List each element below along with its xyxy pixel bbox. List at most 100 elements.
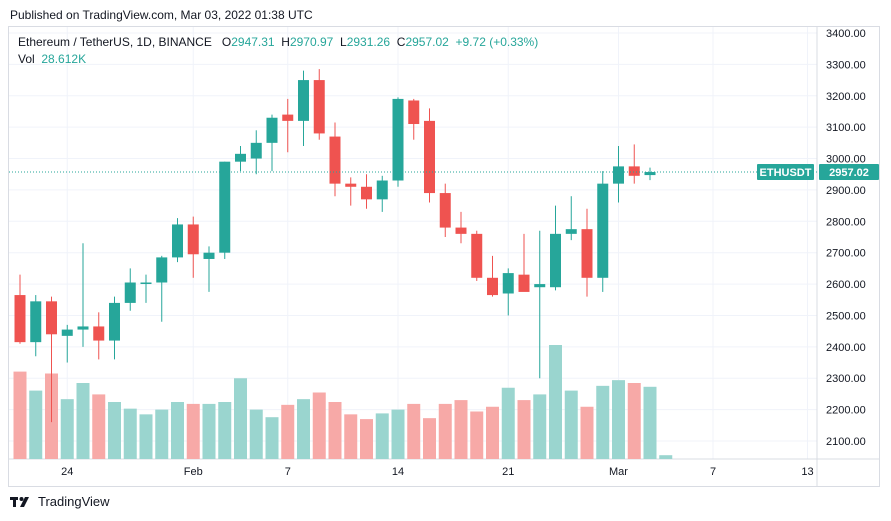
candle-body	[361, 186, 372, 200]
volume-bar	[123, 408, 137, 459]
candle-body	[124, 282, 136, 303]
tradingview-footer[interactable]: TradingView	[10, 494, 110, 509]
x-tick-label: 14	[392, 466, 404, 478]
y-tick-label: 3000.00	[826, 154, 866, 166]
candle-body	[187, 224, 199, 255]
volume-bar	[627, 383, 641, 459]
candle-body	[172, 224, 183, 258]
change-value: +9.72 (+0.33%)	[455, 35, 539, 49]
candle-body	[329, 136, 341, 184]
candle-body	[487, 277, 498, 296]
volume-bar	[454, 400, 468, 459]
candle-body	[628, 166, 640, 176]
close-label: C	[396, 35, 406, 49]
volume-bar	[328, 402, 342, 459]
symbol-tag	[757, 164, 814, 181]
high-value: 2970.97	[289, 35, 334, 49]
candle-body	[597, 183, 609, 278]
candle-body	[392, 98, 404, 181]
candle-body	[345, 183, 357, 187]
volume-bar	[265, 417, 279, 459]
ohlc-legend: Ethereum / TetherUS, 1D, BINANCE O2947.3…	[18, 35, 538, 49]
volume-bar	[564, 390, 578, 459]
x-tick-label: 7	[710, 466, 716, 478]
candle-body	[313, 80, 325, 134]
low-label: L	[340, 35, 347, 49]
candle-body	[77, 326, 89, 330]
candle-body	[109, 302, 120, 341]
volume-label: Vol	[18, 52, 35, 66]
y-tick-label: 2200.00	[826, 405, 866, 417]
volume-bar	[391, 409, 405, 459]
x-tick-label: Feb	[184, 466, 203, 478]
x-tick-label: Mar	[609, 466, 628, 478]
candle-body	[518, 274, 530, 292]
volume-bar	[108, 402, 121, 459]
x-tick-label: 24	[61, 466, 73, 478]
volume-bar	[234, 378, 247, 459]
y-tick-label: 2500.00	[826, 310, 866, 322]
volume-value: 28.612K	[41, 52, 87, 66]
volume-bar	[29, 390, 43, 459]
volume-bar	[423, 418, 436, 459]
candle-body	[376, 180, 388, 200]
low-value: 2931.26	[346, 35, 391, 49]
candle-body	[140, 282, 152, 285]
candle-body	[250, 142, 262, 159]
volume-bar	[438, 403, 452, 459]
y-tick-label: 2100.00	[826, 436, 866, 448]
chart-frame	[8, 26, 880, 487]
volume-bar	[360, 419, 373, 459]
volume-bar	[549, 345, 562, 459]
volume-bar	[643, 386, 657, 459]
volume-bar	[596, 385, 610, 459]
volume-bar	[92, 394, 106, 459]
y-tick-label: 3300.00	[826, 59, 866, 71]
volume-legend: Vol 28.612K	[18, 52, 86, 66]
candle-body	[455, 227, 467, 234]
candle-body	[46, 301, 57, 335]
candle-body	[298, 80, 309, 121]
candle-body	[502, 273, 514, 294]
volume-bar	[202, 403, 216, 459]
volume-bar	[375, 413, 389, 459]
volume-bar	[297, 399, 310, 459]
candle-body	[581, 229, 593, 278]
y-tick-label: 3100.00	[826, 122, 866, 134]
y-tick-label: 2800.00	[826, 216, 866, 228]
x-tick-label: 13	[801, 466, 813, 478]
volume-bar	[612, 380, 625, 459]
volume-bar	[407, 403, 421, 459]
volume-bar	[60, 399, 74, 459]
y-tick-label: 2700.00	[826, 248, 866, 260]
volume-bar	[659, 455, 673, 459]
published-caption: Published on TradingView.com, Mar 03, 20…	[10, 8, 313, 22]
y-tick-label: 2600.00	[826, 279, 866, 291]
candle-body	[613, 166, 624, 184]
candle-body	[565, 229, 577, 234]
tradingview-logo-icon	[10, 496, 29, 507]
candle-body	[219, 161, 231, 253]
candle-body	[471, 233, 483, 278]
candle-body	[203, 252, 215, 259]
y-tick-label: 3400.00	[826, 28, 866, 40]
close-value: 2957.02	[405, 35, 449, 49]
candle-body	[439, 193, 451, 228]
volume-bar	[517, 400, 531, 459]
price-tag	[819, 164, 879, 181]
volume-bar	[76, 383, 90, 459]
high-label: H	[281, 35, 290, 49]
volume-bar	[249, 409, 263, 459]
volume-bar	[171, 402, 184, 459]
candle-body	[550, 233, 561, 288]
candle-body	[424, 120, 435, 194]
volume-bar	[312, 392, 326, 459]
open-label: O	[221, 35, 232, 49]
candle-body	[408, 100, 420, 125]
candle-body	[14, 295, 26, 343]
candle-body	[235, 153, 246, 162]
symbol-title: Ethereum / TetherUS, 1D, BINANCE	[18, 35, 212, 49]
tradingview-brand: TradingView	[38, 494, 110, 509]
volume-bar	[218, 402, 232, 459]
